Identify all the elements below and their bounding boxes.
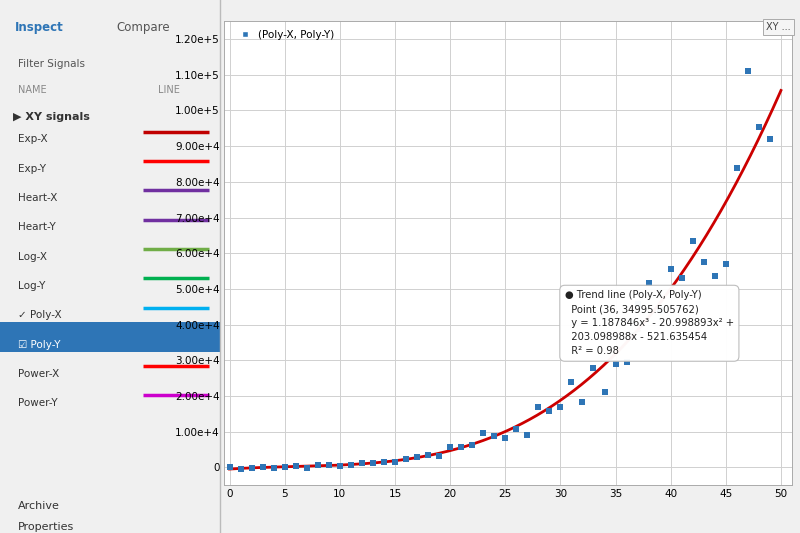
Point (609, 359, 622, 368)
Point (521, 430, 534, 439)
Point (587, 364, 600, 372)
Point (675, 273, 688, 282)
Point (334, 462, 346, 470)
Text: Log-Y: Log-Y (18, 281, 45, 291)
Point (753, 123, 766, 131)
Text: ● Trend line (Poly-X, Poly-Y)
  Point (36, 34995.505762)
  y = 1.187846x³ - 20.9: ● Trend line (Poly-X, Poly-Y) Point (36,… (565, 290, 734, 356)
Point (763, 135, 776, 143)
Point (774, 0, 787, 1)
Text: Archive: Archive (18, 501, 59, 511)
Text: Exp-Y: Exp-Y (18, 164, 46, 174)
Text: Power-Y: Power-Y (18, 398, 58, 408)
Text: Heart-Y: Heart-Y (18, 222, 55, 232)
Point (444, 443, 457, 451)
Point (477, 429, 490, 438)
Point (488, 432, 501, 441)
Point (433, 452, 446, 461)
Text: Inspect: Inspect (15, 21, 64, 34)
Point (290, 462, 302, 471)
Point (234, 465, 247, 473)
Point (256, 463, 269, 471)
Point (355, 459, 368, 467)
Text: LINE: LINE (158, 85, 180, 95)
Point (654, 306, 666, 314)
Point (399, 455, 412, 463)
Point (322, 461, 335, 469)
Point (454, 443, 467, 451)
Point (642, 278, 655, 287)
Point (598, 388, 611, 397)
Text: Log-X: Log-X (18, 252, 46, 262)
Text: Properties: Properties (18, 522, 74, 532)
Point (300, 464, 313, 472)
Point (576, 398, 589, 406)
Point (686, 237, 699, 246)
Point (620, 358, 633, 366)
Text: Heart-X: Heart-X (18, 193, 57, 203)
Text: XY ...: XY ... (766, 22, 791, 33)
Point (631, 300, 644, 309)
Point (245, 464, 258, 472)
Point (510, 424, 522, 433)
Text: Power-X: Power-X (18, 369, 59, 379)
Text: NAME: NAME (18, 85, 46, 95)
Point (345, 461, 358, 469)
Text: Filter Signals: Filter Signals (18, 59, 85, 69)
Legend: (Poly-X, Poly-Y): (Poly-X, Poly-Y) (232, 28, 337, 42)
Text: ✓ Poly-X: ✓ Poly-X (18, 310, 62, 320)
Point (267, 464, 280, 472)
Text: Compare: Compare (116, 21, 170, 34)
Point (311, 461, 324, 469)
Point (378, 458, 390, 466)
Point (730, 163, 743, 172)
Point (708, 272, 721, 280)
Point (410, 453, 423, 462)
Point (554, 402, 566, 411)
FancyBboxPatch shape (0, 322, 220, 352)
Point (278, 463, 291, 471)
Text: Exp-X: Exp-X (18, 134, 47, 144)
Point (466, 441, 478, 450)
Text: ☑ Poly-Y: ☑ Poly-Y (18, 340, 60, 350)
Point (698, 257, 710, 266)
Point (742, 67, 754, 75)
Point (499, 434, 512, 442)
Point (543, 407, 556, 415)
Point (664, 265, 677, 273)
Point (389, 458, 402, 466)
Point (422, 451, 434, 459)
Point (719, 260, 732, 269)
Text: ▶ XY signals: ▶ XY signals (13, 112, 90, 122)
Point (223, 463, 236, 472)
Point (366, 459, 379, 467)
Point (565, 378, 578, 386)
Point (532, 403, 545, 411)
